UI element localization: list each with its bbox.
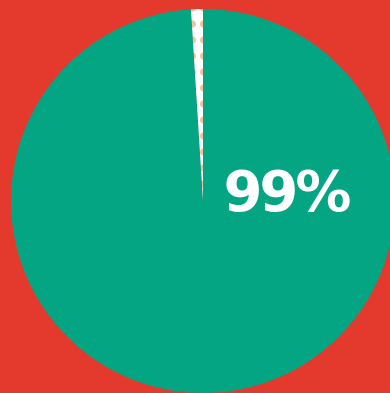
pie-slices [11,9,390,393]
slice-percentage-label: 99% [223,160,350,225]
pie-slice-major [11,9,390,393]
pie-slice-minor [190,9,203,201]
